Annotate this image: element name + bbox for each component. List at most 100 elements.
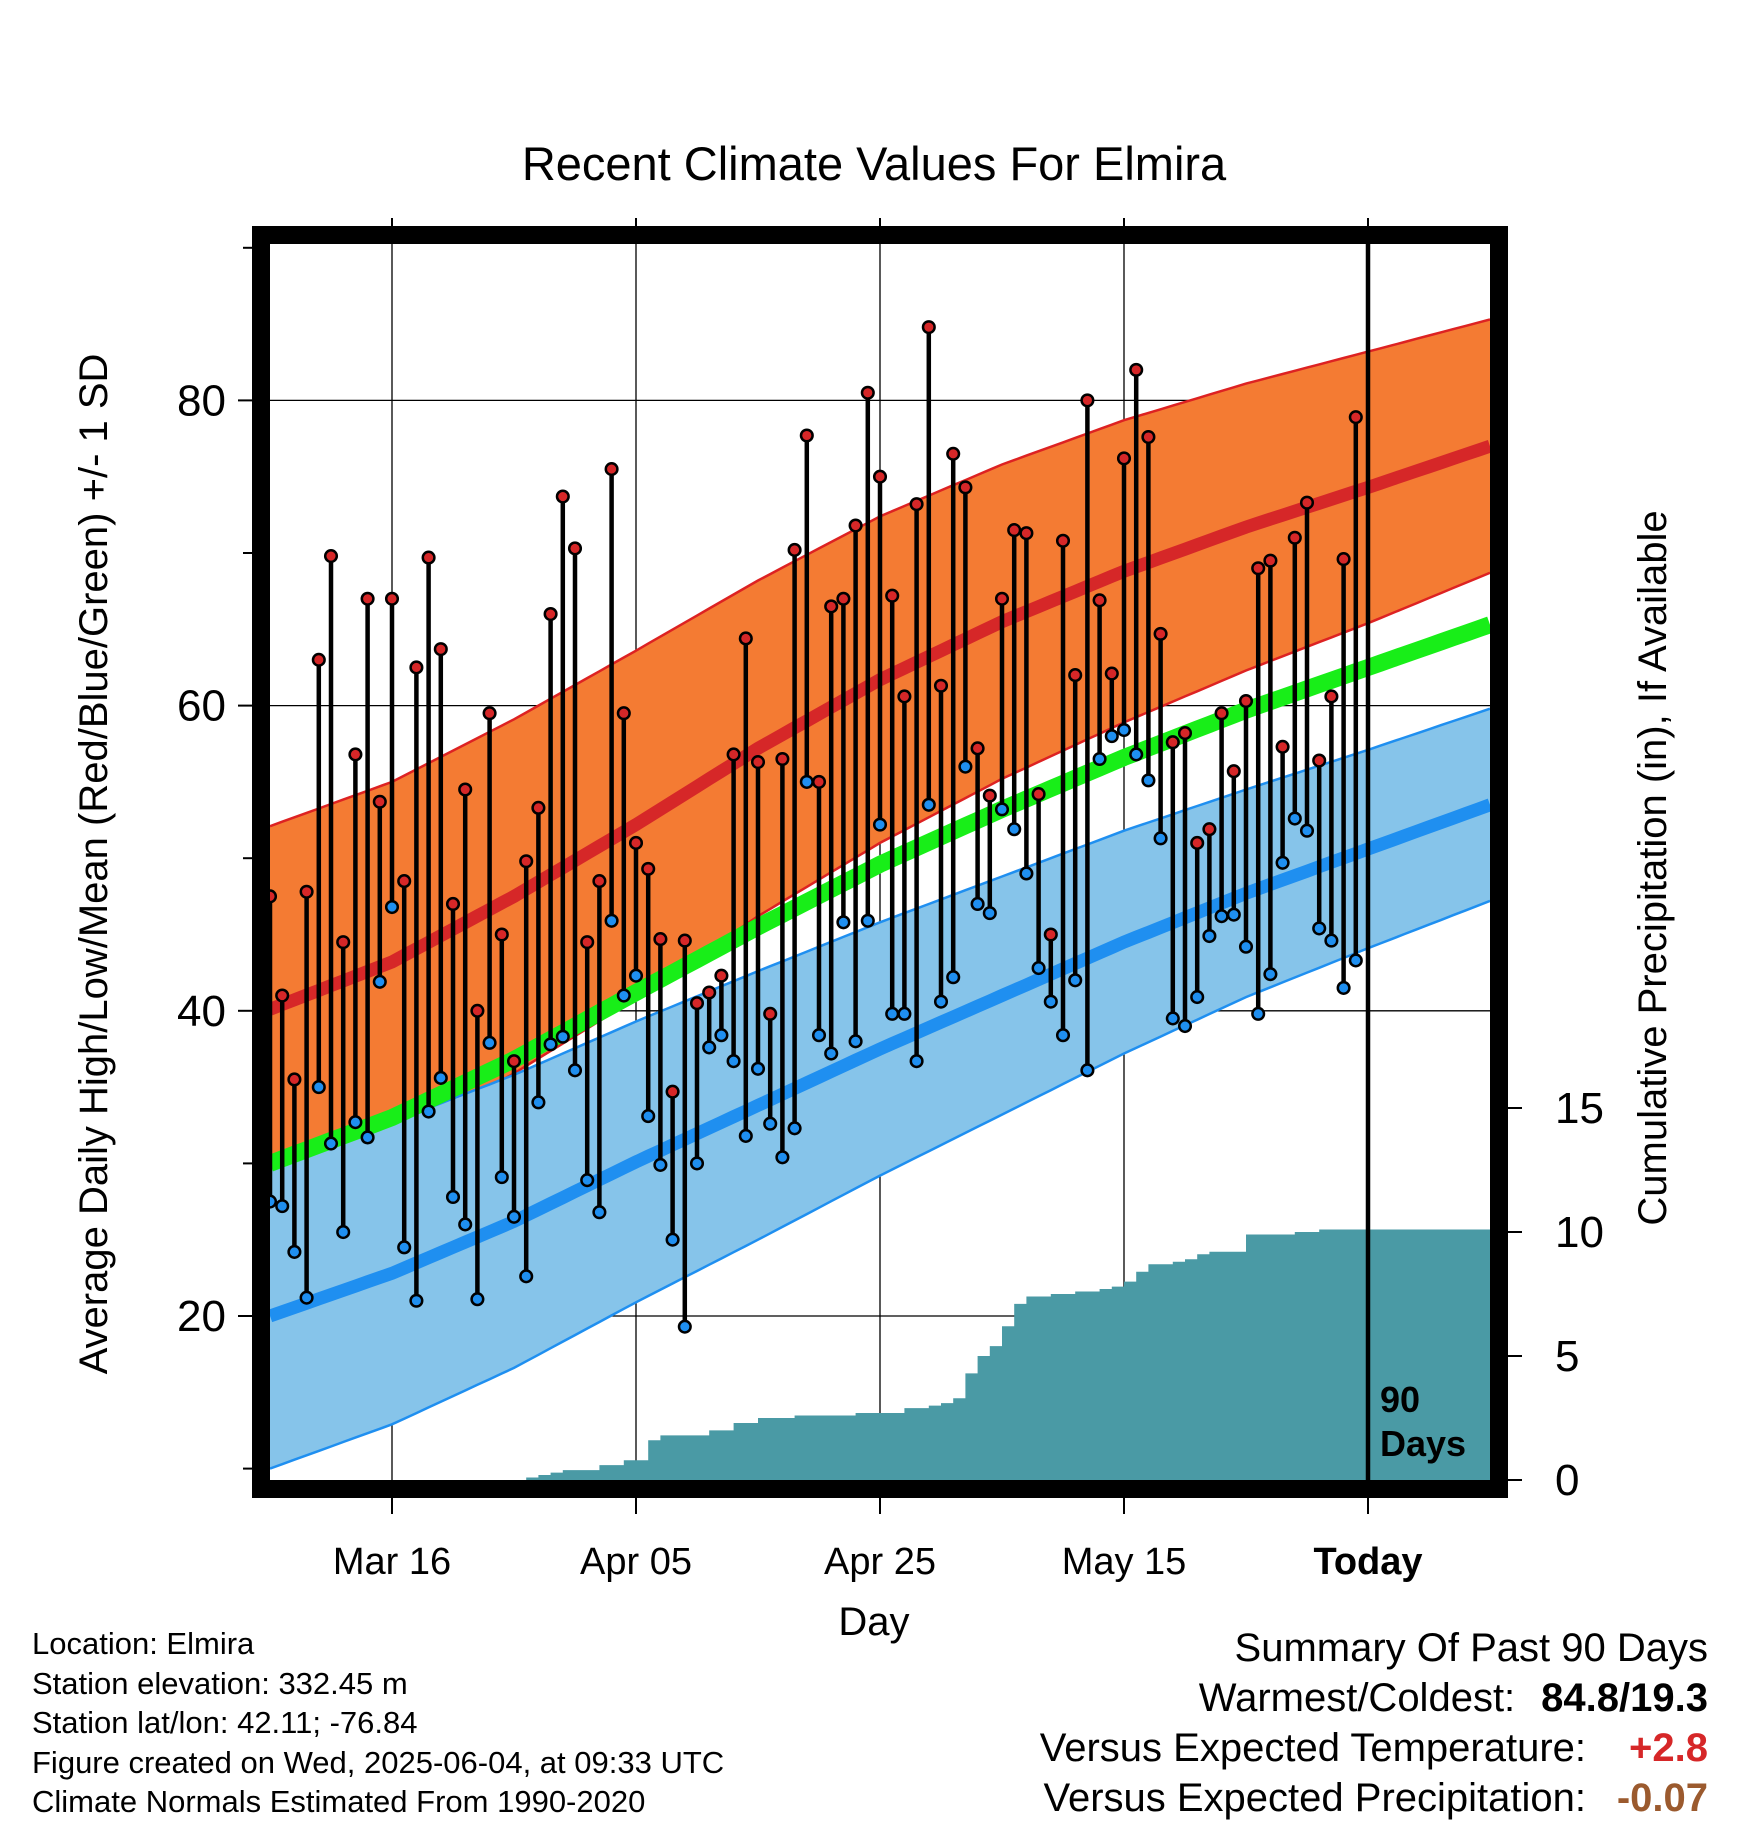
- observed-low-point: [1092, 751, 1107, 767]
- observed-high-point: [604, 462, 619, 477]
- observed-low-point: [397, 1240, 412, 1255]
- observed-low-point: [1324, 933, 1339, 948]
- observed-low-point: [1068, 973, 1083, 988]
- observed-low-point: [421, 1104, 436, 1119]
- observed-low-point: [580, 1173, 595, 1188]
- observed-low-point: [1116, 722, 1132, 738]
- observed-low-point: [1263, 967, 1278, 982]
- observed-low-point: [1129, 747, 1144, 762]
- y2-tick-label: 10: [1555, 1208, 1604, 1257]
- observed-high-point: [970, 741, 985, 756]
- observed-low-point: [1104, 729, 1119, 744]
- observed-high-point: [445, 896, 461, 912]
- observed-low-point: [689, 1156, 705, 1171]
- observed-low-point: [299, 1290, 314, 1305]
- observed-low-point: [604, 913, 619, 928]
- observed-high-point: [653, 932, 668, 947]
- observed-high-point: [628, 835, 644, 850]
- observed-high-point: [1055, 533, 1071, 548]
- observed-high-point: [702, 985, 717, 1000]
- observed-high-point: [543, 606, 558, 622]
- observed-high-point: [567, 541, 583, 556]
- low-sd-lower-edge: [270, 899, 1490, 1470]
- observed-high-point: [799, 428, 814, 443]
- observed-high-point: [311, 652, 326, 667]
- observed-low-point: [592, 1205, 607, 1220]
- observed-high-point: [1251, 561, 1266, 576]
- y2-axis-label: Cumulative Precipitation (in), If Availa…: [1631, 510, 1675, 1225]
- observed-low-point: [275, 1199, 290, 1214]
- normal-low-line: [270, 798, 1490, 1323]
- observed-high-point: [897, 689, 912, 704]
- observed-high-point: [580, 935, 595, 950]
- observed-high-point: [592, 874, 607, 889]
- observed-low-point: [836, 915, 851, 930]
- observed-low-point: [1165, 1011, 1180, 1026]
- observed-low-point: [1299, 823, 1315, 838]
- observed-high-point: [1031, 787, 1046, 802]
- observed-low-point: [531, 1095, 546, 1110]
- plot-content: [270, 244, 1490, 1480]
- y2-tick-label: 15: [1555, 1084, 1604, 1133]
- observed-low-point: [543, 1037, 558, 1052]
- observed-low-point: [994, 802, 1010, 817]
- observed-high-point: [409, 660, 424, 675]
- observed-low-point: [1336, 980, 1351, 995]
- y-tick-label: 40: [177, 987, 226, 1036]
- observed-high-point: [336, 935, 351, 950]
- observed-low-point: [714, 1028, 729, 1043]
- y2-tick-label: 5: [1555, 1332, 1579, 1381]
- observed-high-point: [555, 489, 570, 504]
- observed-low-point: [372, 974, 387, 989]
- observed-low-point: [958, 759, 973, 774]
- observed-high-point: [994, 591, 1010, 606]
- observed-low-point: [567, 1063, 583, 1078]
- observed-low-point: [1251, 1006, 1266, 1021]
- observed-high-point: [287, 1072, 302, 1087]
- observed-high-point: [1129, 362, 1144, 377]
- observed-high-point: [458, 782, 473, 797]
- x-tick-label: Today: [1313, 1541, 1422, 1583]
- observed-low-point: [1080, 1063, 1095, 1078]
- observed-high-point: [1348, 410, 1363, 425]
- observed-high-point: [787, 542, 802, 557]
- observed-high-point: [1238, 693, 1254, 709]
- observed-high-point: [519, 854, 534, 869]
- summary-temperature: Versus Expected Temperature: +2.8: [1040, 1723, 1708, 1773]
- plot-frame: [252, 226, 1508, 1498]
- observed-high-point: [470, 1003, 485, 1018]
- observed-low-point: [970, 896, 985, 912]
- observed-high-point: [1165, 735, 1180, 750]
- observed-low-point: [1031, 961, 1046, 976]
- observed-low-point: [1007, 822, 1022, 837]
- observed-low-point: [494, 1170, 509, 1185]
- location-text: Location: Elmira: [32, 1626, 255, 1661]
- normals-text: Climate Normals Estimated From 1990-2020: [32, 1784, 646, 1819]
- observed-high-point: [714, 968, 729, 983]
- observed-low-point: [458, 1217, 473, 1232]
- observed-high-point: [1263, 553, 1278, 568]
- observed-high-point: [1092, 593, 1107, 608]
- observed-high-point: [933, 678, 949, 693]
- observed-high-point: [921, 320, 936, 335]
- observed-high-point: [384, 591, 400, 606]
- observed-low-point: [811, 1028, 827, 1043]
- observed-high-point: [397, 874, 412, 889]
- observed-low-point: [702, 1040, 717, 1055]
- y-tick-label: 20: [177, 1292, 226, 1341]
- observed-high-point: [946, 446, 961, 461]
- observed-high-point: [689, 996, 705, 1011]
- station-info: Location: Elmira Station elevation: 332.…: [32, 1624, 724, 1822]
- observed-low-point: [1348, 953, 1363, 968]
- warmest-coldest-label: Warmest/Coldest:: [1198, 1676, 1516, 1720]
- observed-low-point: [799, 774, 814, 789]
- observed-high-point: [1214, 706, 1229, 721]
- observed-high-point: [421, 550, 436, 565]
- observed-low-point: [1153, 831, 1168, 846]
- observed-high-point: [665, 1084, 680, 1099]
- observed-low-point: [1055, 1028, 1071, 1043]
- low-sd-upper-edge: [270, 707, 1490, 1165]
- observed-low-point: [616, 988, 631, 1003]
- summary-panel: Summary Of Past 90 Days Warmest/Coldest:…: [1040, 1623, 1708, 1823]
